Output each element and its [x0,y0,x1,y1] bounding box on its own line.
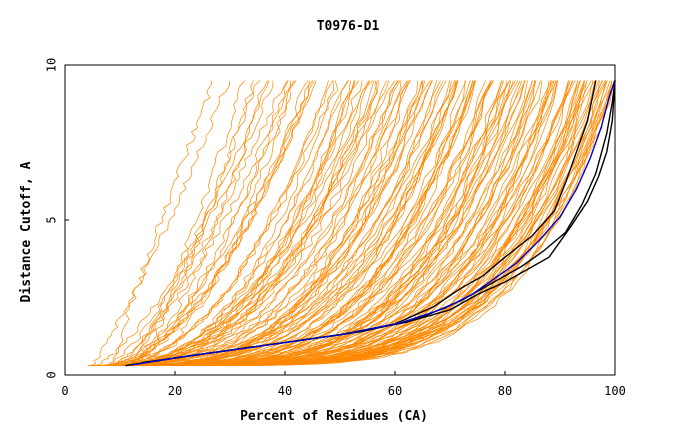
background-series-line [113,80,315,367]
background-series-line [93,80,360,367]
background-series-line [130,80,615,367]
background-series-line [87,80,334,367]
background-series-line [132,80,255,366]
background-series-line [106,80,423,367]
background-series-line [97,80,390,367]
y-axis-label: Distance Cutoff, A [19,161,34,302]
background-series-line [115,80,396,367]
background-series-line [127,80,246,367]
plot-lines [87,80,616,367]
background-series-line [107,80,292,367]
background-series-line [111,80,398,367]
x-tick-label: 0 [61,384,68,398]
x-axis-ticks: 0 20 40 60 80 100 [61,371,626,398]
x-tick-label: 60 [388,384,402,398]
background-series-line [113,80,558,367]
background-series-line [106,80,329,367]
background-series-line [102,80,309,367]
chart-title: T0976-D1 [317,19,380,34]
y-tick-label: 5 [45,216,59,223]
background-series-line [91,80,441,367]
background-series-line [91,80,423,367]
x-tick-label: 80 [498,384,512,398]
background-series-line [122,80,295,367]
background-series-line [93,80,270,367]
background-series-line [113,80,288,366]
background-series-line [112,80,213,366]
background-series-line [127,80,297,367]
background-series-line [99,80,355,367]
background-series-line [128,80,606,367]
background-series-line [91,80,432,367]
background-series-line [133,80,503,367]
background-series-line [92,80,370,367]
background-series-line [90,80,231,367]
background-series-line [93,80,586,367]
background-series-line [95,80,451,367]
background-series-line [109,80,335,367]
x-tick-label: 100 [604,384,626,398]
y-tick-label: 0 [45,371,59,378]
background-series-line [123,80,526,367]
background-series-line [110,80,433,367]
background-series-line [121,80,289,366]
x-axis-label: Percent of Residues (CA) [240,409,428,424]
background-series-line [107,80,310,367]
y-axis-ticks: 0 5 10 [45,58,69,379]
background-series-line [100,80,537,367]
blue-series-line [130,80,616,366]
background-series-line [117,80,356,367]
background-series-line [108,80,401,367]
background-series-line [106,80,274,367]
background-series-line [110,80,399,367]
x-tick-label: 40 [278,384,292,398]
y-tick-label: 10 [45,58,59,72]
background-series-line [110,80,424,367]
x-tick-label: 20 [168,384,182,398]
background-series-line [135,80,339,367]
